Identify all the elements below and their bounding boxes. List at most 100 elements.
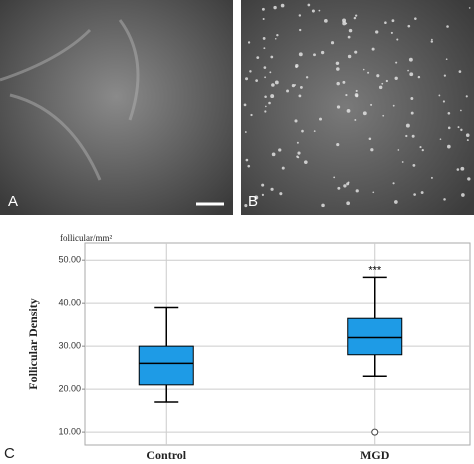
speckle [468,7,471,9]
speckle [397,149,400,151]
speckle [355,189,359,193]
speckle [396,38,399,41]
speckle [262,17,265,21]
speckle [264,110,267,113]
speckle [460,109,462,112]
speckle [330,41,335,45]
speckle [347,181,350,184]
speckle [273,5,277,10]
speckle [447,126,451,130]
speckle [265,105,267,108]
speckle [348,28,353,33]
speckle [262,37,266,40]
speckle [255,79,258,83]
speckle [346,109,351,113]
speckle [443,74,446,77]
speckle [333,176,336,179]
speckle [370,148,374,152]
image-texture [0,19,140,181]
speckle [417,75,421,79]
speckle [465,133,470,138]
speckle [445,58,448,61]
speckle [269,71,272,74]
box [347,317,403,356]
speckle [375,30,379,34]
speckle [405,134,408,138]
y-tick-label: 50.00 [58,255,81,265]
speckle [443,198,446,201]
speckle [354,119,357,121]
speckle [421,148,424,152]
y-tick-label: 40.00 [58,298,81,308]
speckle [250,113,253,117]
speckle [414,17,417,20]
speckle [447,144,451,149]
speckle [372,191,375,194]
speckle [392,182,395,185]
speckle [368,137,372,140]
y-tick-label: 20.00 [58,384,81,394]
speckle [296,155,299,158]
speckle [264,95,267,98]
image-b [241,0,474,215]
speckle [294,119,298,123]
speckle [307,3,311,7]
speckle [345,93,348,97]
speckle [467,177,471,181]
speckle [299,28,302,32]
image-a [0,0,233,215]
speckle [311,9,315,13]
speckle [431,38,433,41]
speckle [247,41,251,44]
speckle [439,138,442,140]
speckle [299,86,303,89]
speckle [355,89,358,93]
speckle [313,53,316,57]
speckle [276,33,279,37]
speckle [355,94,359,98]
speckle [261,193,265,196]
speckle [460,166,465,171]
speckle [456,168,460,171]
speckle [298,14,302,17]
outlier [371,428,379,436]
speckle [458,70,462,73]
significance-label: *** [368,264,382,276]
image-speckles [243,3,471,208]
speckle [297,151,301,155]
speckle [243,103,247,107]
speckle [336,81,340,86]
speckle [296,141,299,144]
speckle [407,69,409,72]
speckle [412,163,416,167]
speckle [430,40,434,43]
panel-label: A [8,193,18,210]
speckle [337,186,341,190]
speckle [336,105,341,109]
speckle [391,19,395,23]
speckle [271,83,275,87]
speckle [254,195,259,200]
speckle [347,54,352,59]
speckle [410,111,414,115]
unit-label: follicular/mm² [60,233,112,243]
speckle [244,131,247,133]
x-tick-label: MGD [360,448,390,462]
speckle [256,56,260,60]
speckle [335,61,340,66]
speckle [362,68,365,71]
panel-label: B [248,193,258,210]
y-tick-label: 30.00 [58,341,81,351]
speckle [313,130,316,133]
speckle [394,200,398,204]
speckle [346,201,351,206]
speckle [355,14,358,17]
speckle [298,94,302,98]
speckle [438,94,441,97]
speckle [261,183,265,187]
speckle [370,103,373,106]
speckle [301,129,304,133]
speckle [381,82,384,85]
